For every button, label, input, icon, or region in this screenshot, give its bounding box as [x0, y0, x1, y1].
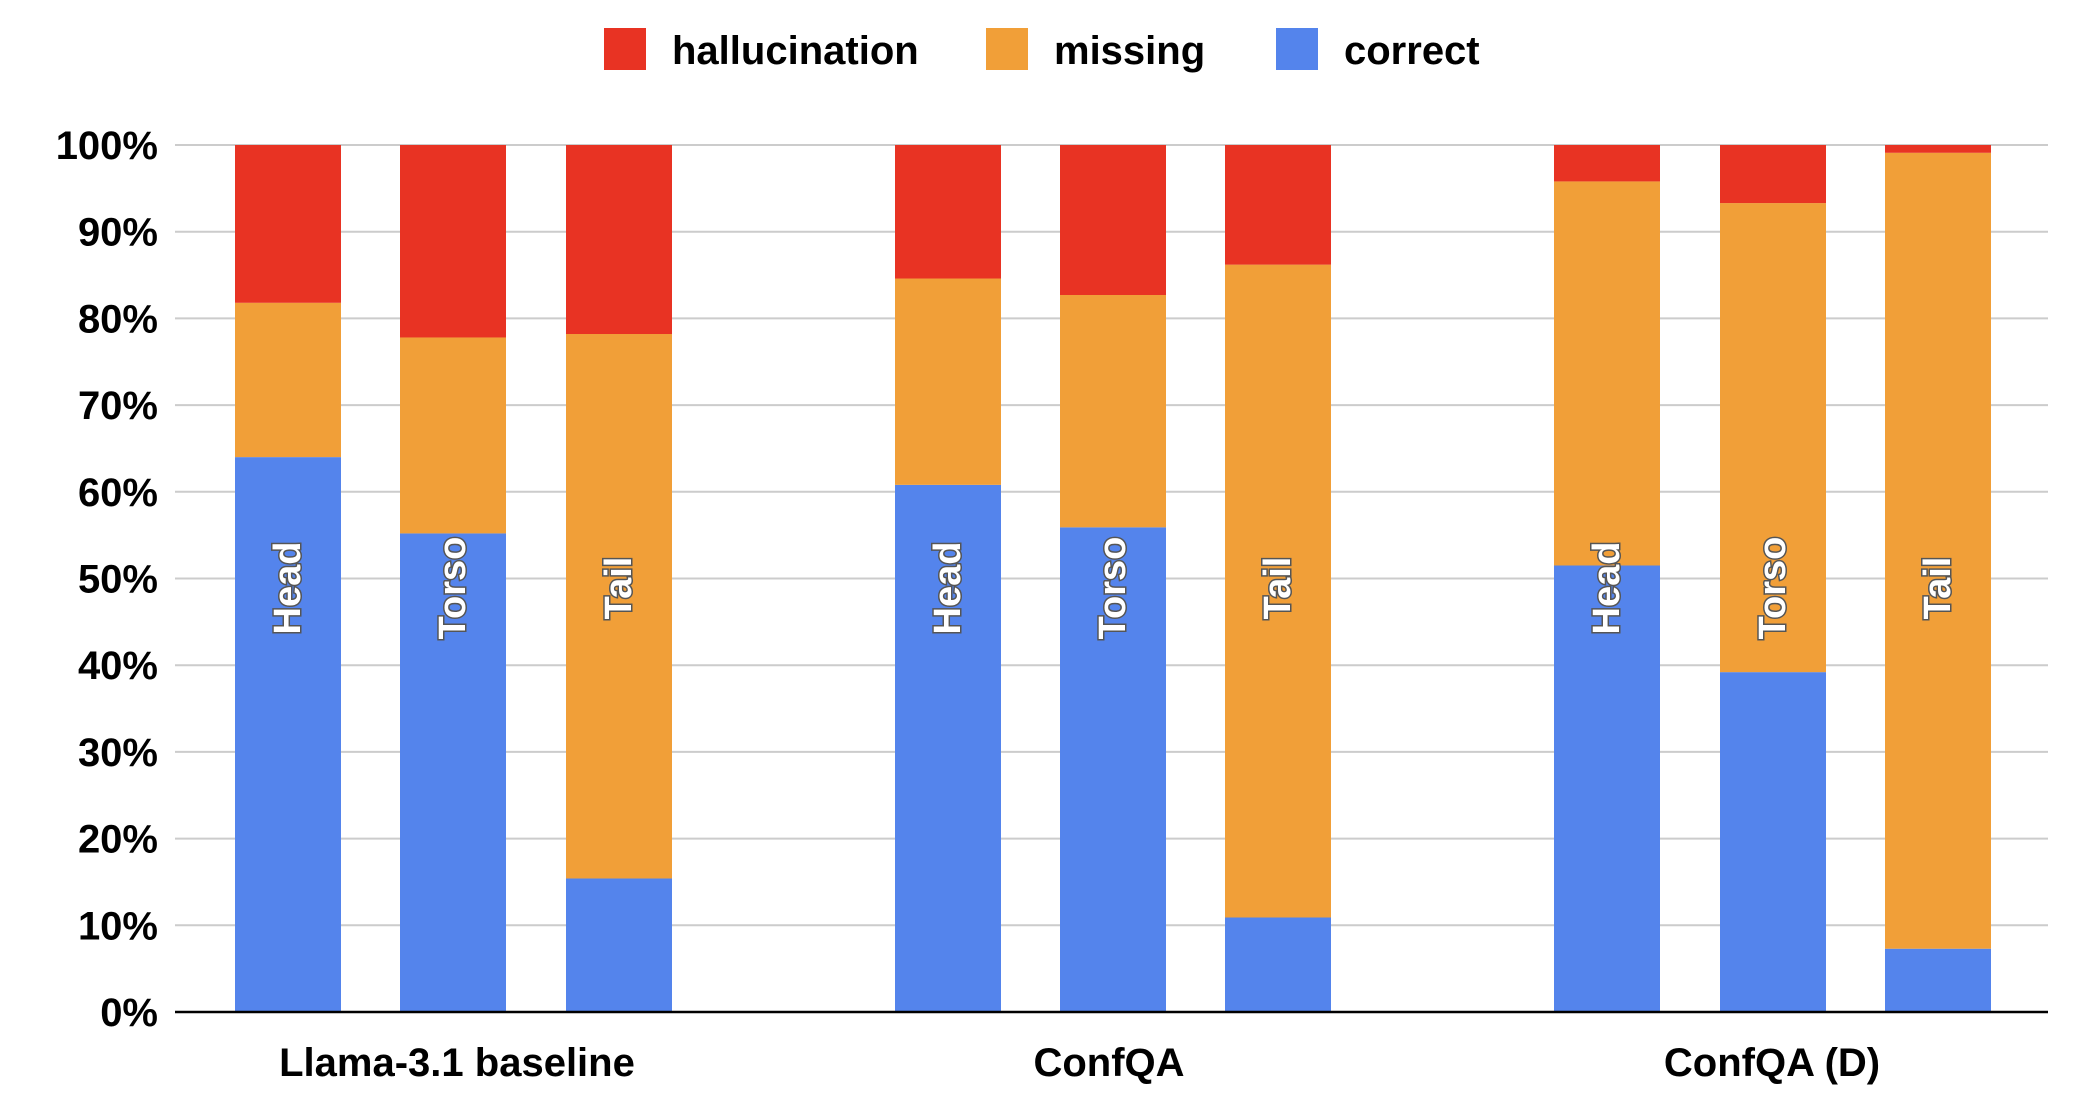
bar-label: Tail: [598, 557, 640, 620]
legend-swatch-missing: [986, 28, 1028, 70]
y-tick-label: 80%: [78, 297, 158, 341]
y-tick-label: 100%: [56, 124, 158, 168]
bar-segment-missing: [1720, 203, 1826, 673]
group-label: ConfQA (D): [1664, 1041, 1880, 1085]
bar-segment-missing: [1554, 181, 1660, 566]
bar-segment-hallucination: [400, 145, 506, 338]
bar-label: Head: [927, 542, 969, 635]
y-tick-label: 10%: [78, 904, 158, 948]
group-label: ConfQA: [1033, 1041, 1184, 1085]
bar-Llama-3.1 baseline-Head: Head: [235, 145, 341, 1012]
bar-segment-missing: [1225, 264, 1331, 918]
bar-segment-hallucination: [895, 145, 1001, 279]
bar-label: Torso: [432, 537, 474, 640]
legend-swatch-hallucination: [604, 28, 646, 70]
bar-segment-hallucination: [235, 145, 341, 303]
bar-segment-correct: [566, 878, 672, 1012]
bar-segment-hallucination: [566, 145, 672, 335]
bar-segment-missing: [1885, 152, 1991, 949]
bar-segment-correct: [1885, 948, 1991, 1012]
bar-segment-hallucination: [1060, 145, 1166, 295]
bar-segment-missing: [895, 278, 1001, 485]
bars: Head Torso Tail Head Torso Tail Head Torso Tail: [235, 145, 1991, 1012]
bar-ConfQA-Tail: Tail: [1225, 145, 1331, 1012]
bar-label: Head: [267, 542, 309, 635]
y-tick-label: 90%: [78, 211, 158, 255]
legend-label-hallucination: hallucination: [672, 29, 919, 73]
y-tick-label: 60%: [78, 471, 158, 515]
bar-segment-missing: [235, 302, 341, 458]
legend-label-correct: correct: [1344, 29, 1480, 73]
bar-segment-missing: [400, 337, 506, 534]
y-tick-label: 20%: [78, 818, 158, 862]
legend-item-hallucination: hallucination: [604, 28, 919, 73]
bar-segment-correct: [1225, 917, 1331, 1012]
bar-segment-missing: [566, 334, 672, 879]
bar-ConfQA (D)-Torso: Torso: [1720, 145, 1826, 1012]
group-label: Llama-3.1 baseline: [279, 1041, 635, 1085]
bar-segment-hallucination: [1720, 145, 1826, 204]
bar-segment-hallucination: [1225, 145, 1331, 265]
bar-label: Torso: [1752, 537, 1794, 640]
bar-segment-correct: [1060, 527, 1166, 1012]
bar-segment-hallucination: [1885, 145, 1991, 153]
bar-label: Torso: [1092, 537, 1134, 640]
bar-segment-correct: [1720, 672, 1826, 1012]
bar-label: Tail: [1257, 557, 1299, 620]
bar-segment-correct: [400, 533, 506, 1012]
bar-segment-hallucination: [1554, 145, 1660, 182]
bar-label: Head: [1586, 542, 1628, 635]
legend: hallucination missing correct: [604, 28, 1480, 73]
bar-segment-correct: [895, 484, 1001, 1012]
bar-ConfQA-Head: Head: [895, 145, 1001, 1012]
bar-label: Tail: [1917, 557, 1959, 620]
y-axis: 0% 10% 20% 30% 40% 50% 60% 70% 80% 90% 100%: [56, 124, 158, 1035]
x-axis: Llama-3.1 baseline ConfQA ConfQA (D): [175, 1010, 2048, 1085]
y-tick-label: 50%: [78, 558, 158, 602]
bar-segment-correct: [235, 457, 341, 1012]
legend-label-missing: missing: [1054, 29, 1205, 73]
legend-swatch-correct: [1276, 28, 1318, 70]
bar-ConfQA (D)-Head: Head: [1554, 145, 1660, 1012]
y-tick-label: 70%: [78, 384, 158, 428]
y-tick-label: 0%: [100, 991, 158, 1035]
bar-segment-correct: [1554, 565, 1660, 1012]
y-tick-label: 40%: [78, 644, 158, 688]
bar-ConfQA (D)-Tail: Tail: [1885, 145, 1991, 1012]
bar-Llama-3.1 baseline-Tail: Tail: [566, 145, 672, 1012]
bar-Llama-3.1 baseline-Torso: Torso: [400, 145, 506, 1012]
y-tick-label: 30%: [78, 731, 158, 775]
legend-item-missing: missing: [986, 28, 1205, 73]
bar-segment-missing: [1060, 294, 1166, 528]
bar-ConfQA-Torso: Torso: [1060, 145, 1166, 1012]
legend-item-correct: correct: [1276, 28, 1480, 73]
